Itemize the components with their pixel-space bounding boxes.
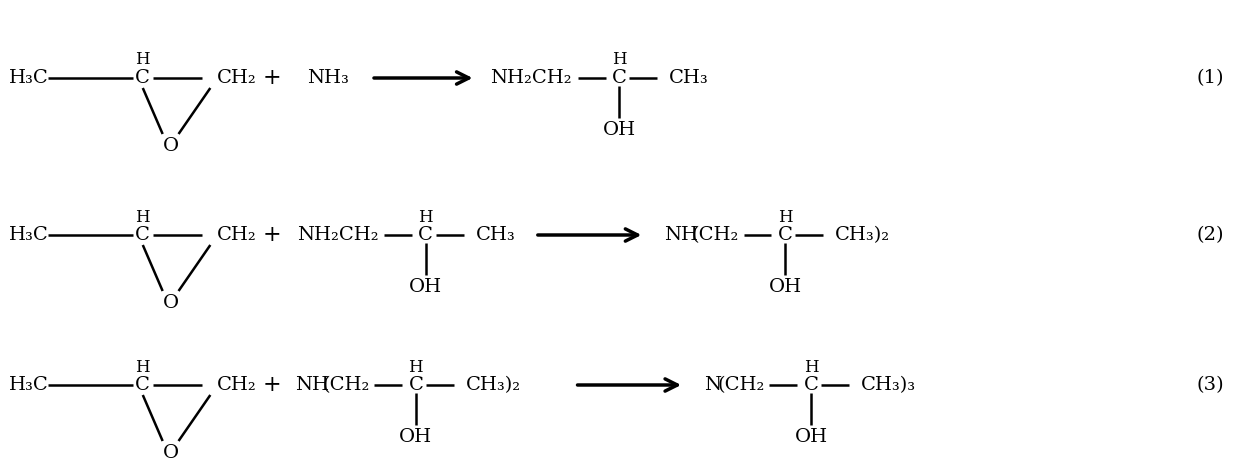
Text: O: O (162, 444, 179, 462)
Text: CH₃: CH₃ (670, 69, 709, 87)
Text: H: H (613, 52, 626, 68)
Text: O: O (162, 137, 179, 155)
Text: NH₃: NH₃ (306, 69, 348, 87)
Text: NH: NH (665, 226, 698, 244)
Text: (2): (2) (1197, 226, 1224, 244)
Text: CH₂: CH₂ (217, 376, 257, 394)
Text: H: H (408, 358, 423, 376)
Text: C: C (135, 69, 150, 87)
Text: CH₃)₂: CH₃)₂ (835, 226, 890, 244)
Text: H: H (135, 209, 150, 226)
Text: C: C (135, 226, 150, 244)
Text: NH₂CH₂: NH₂CH₂ (296, 226, 378, 244)
Text: CH₃)₃: CH₃)₃ (861, 376, 916, 394)
Text: C: C (408, 376, 423, 394)
Text: H: H (804, 358, 818, 376)
Text: OH: OH (409, 278, 443, 296)
Text: OH: OH (399, 428, 433, 446)
Text: H₃C: H₃C (9, 226, 48, 244)
Text: NH: NH (295, 376, 329, 394)
Text: (CH₂: (CH₂ (322, 376, 370, 394)
Text: (CH₂: (CH₂ (718, 376, 765, 394)
Text: CH₂: CH₂ (217, 226, 257, 244)
Text: CH₂: CH₂ (217, 69, 257, 87)
Text: O: O (162, 294, 179, 312)
Text: C: C (777, 226, 792, 244)
Text: (CH₂: (CH₂ (692, 226, 739, 244)
Text: H₃C: H₃C (9, 69, 48, 87)
Text: H₃C: H₃C (9, 376, 48, 394)
Text: H: H (418, 209, 433, 226)
Text: N: N (704, 376, 720, 394)
Text: +: + (263, 67, 281, 89)
Text: CH₃)₂: CH₃)₂ (465, 376, 521, 394)
Text: C: C (135, 376, 150, 394)
Text: (3): (3) (1197, 376, 1224, 394)
Text: C: C (804, 376, 818, 394)
Text: H: H (135, 358, 150, 376)
Text: +: + (263, 224, 281, 246)
Text: (1): (1) (1197, 69, 1224, 87)
Text: C: C (613, 69, 627, 87)
Text: C: C (418, 226, 433, 244)
Text: CH₃: CH₃ (475, 226, 515, 244)
Text: OH: OH (769, 278, 802, 296)
Text: H: H (777, 209, 792, 226)
Text: OH: OH (603, 121, 636, 139)
Text: OH: OH (795, 428, 827, 446)
Text: NH₂CH₂: NH₂CH₂ (490, 69, 572, 87)
Text: H: H (135, 52, 150, 68)
Text: +: + (263, 374, 281, 396)
